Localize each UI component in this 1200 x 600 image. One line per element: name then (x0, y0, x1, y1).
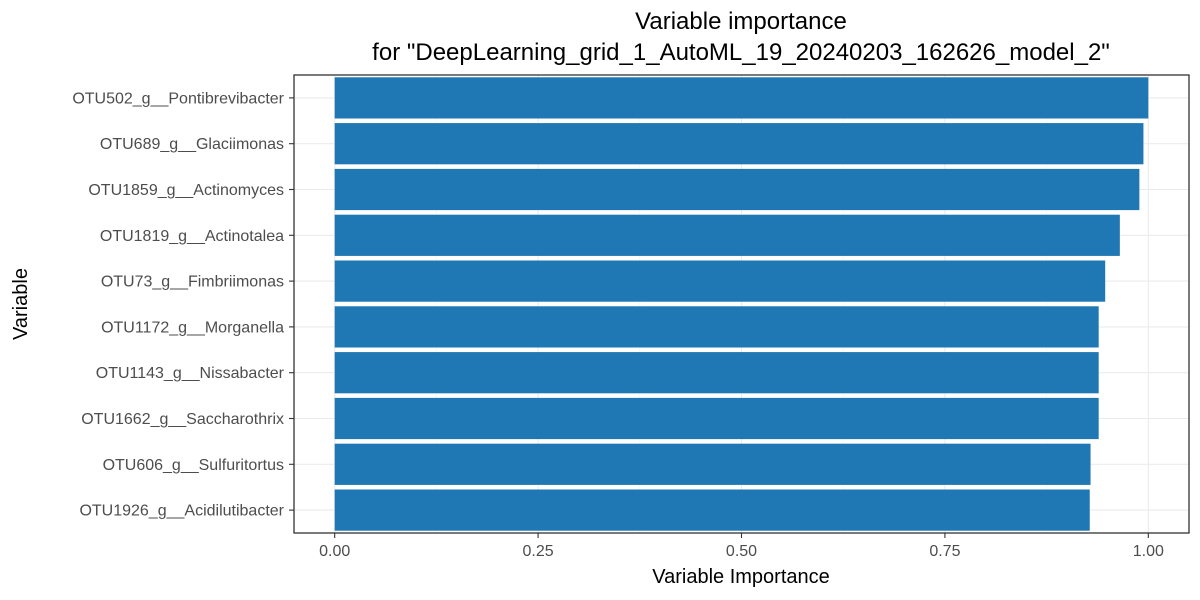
y-tick-label: OTU1143_g__Nissabacter (96, 365, 285, 382)
bar (334, 123, 1144, 165)
x-tick-label: 0.25 (523, 543, 554, 560)
bar (334, 443, 1091, 485)
bar (334, 397, 1099, 440)
bar (334, 214, 1120, 256)
x-axis: 0.00 0.25 0.50 0.75 1.00 (319, 533, 1164, 560)
plot-panel (293, 74, 1190, 534)
bar (334, 352, 1099, 394)
y-tick-label: OTU1662_g__Saccharothrix (81, 411, 284, 428)
x-tick-label: 0.75 (929, 543, 960, 560)
bar (334, 260, 1106, 302)
y-tick-label: OTU1926_g__Acidilutibacter (79, 503, 284, 520)
y-tick-label: OTU502_g__Pontibrevibacter (72, 90, 284, 107)
chart-subtitle: for "DeepLearning_grid_1_AutoML_19_20240… (372, 39, 1110, 66)
bar (334, 77, 1149, 119)
x-tick-label: 0.00 (319, 543, 350, 560)
x-axis-title: Variable Importance (652, 566, 830, 588)
bar (334, 489, 1090, 531)
bar (334, 306, 1099, 348)
y-tick-label: OTU689_g__Glaciimonas (100, 136, 284, 153)
y-tick-label: OTU1859_g__Actinomyces (88, 182, 284, 199)
y-tick-label: OTU73_g__Fimbriimonas (101, 274, 284, 291)
y-axis-title: Variable (10, 268, 32, 340)
x-tick-label: 0.50 (726, 543, 757, 560)
x-tick-label: 1.00 (1133, 543, 1164, 560)
y-tick-label: OTU1819_g__Actinotalea (100, 228, 284, 245)
y-tick-label: OTU606_g__Sulfuritortus (103, 457, 284, 474)
chart-title: Variable importance (635, 8, 847, 35)
bar (334, 168, 1140, 211)
y-tick-label: OTU1172_g__Morganella (101, 319, 284, 336)
y-axis: OTU502_g__Pontibrevibacter OTU689_g__Glac… (72, 90, 294, 520)
